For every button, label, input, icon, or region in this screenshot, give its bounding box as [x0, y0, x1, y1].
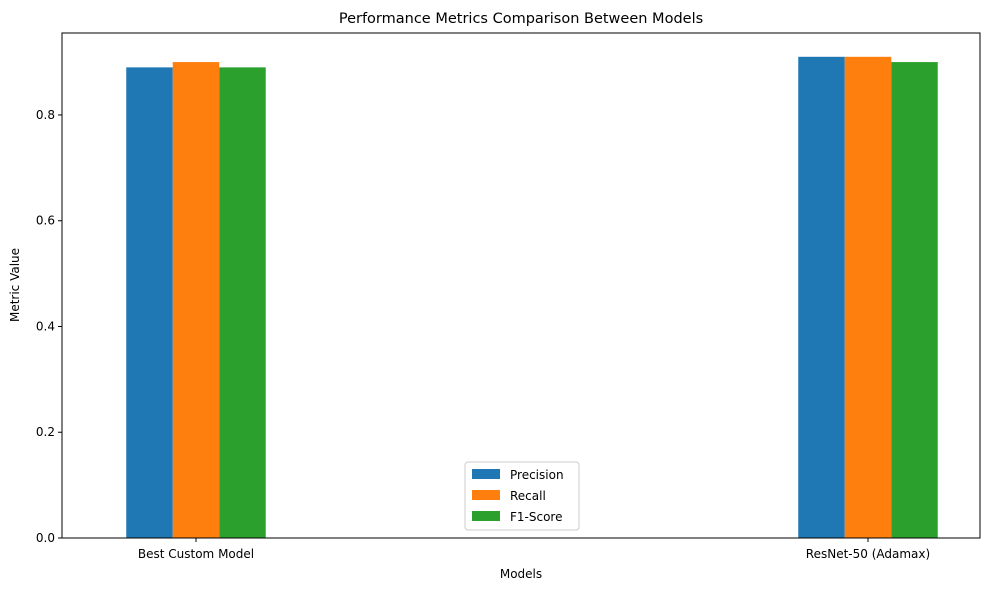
y-tick-label: 0.6	[36, 214, 55, 228]
bars-group	[126, 56, 938, 539]
y-tick-label: 0.8	[36, 108, 55, 122]
y-tick-label: 0.2	[36, 425, 55, 439]
x-tick-label: ResNet-50 (Adamax)	[806, 547, 930, 561]
x-tick-label: Best Custom Model	[138, 547, 254, 561]
legend-label: F1-Score	[510, 510, 562, 524]
plot-frame	[61, 32, 981, 539]
legend-swatch-f1-score	[472, 511, 500, 521]
legend-swatch-precision	[472, 469, 500, 479]
chart-title: Performance Metrics Comparison Between M…	[339, 11, 703, 27]
bar-f1-score-1	[219, 67, 266, 539]
bar-precision-2	[798, 56, 845, 539]
bar-precision-1	[126, 67, 173, 539]
y-axis-ticks: 0.0 0.2 0.4 0.6 0.8	[36, 108, 62, 545]
legend: Precision Recall F1-Score	[464, 461, 580, 531]
y-tick-label: 0.0	[36, 531, 55, 545]
y-axis-label: Metric Value	[8, 248, 22, 322]
bar-recall-1	[172, 62, 220, 538]
legend-swatch-recall	[472, 490, 500, 500]
legend-label: Recall	[510, 489, 546, 503]
x-axis-ticks: Best Custom Model ResNet-50 (Adamax)	[138, 538, 930, 561]
bar-f1-score-2	[891, 62, 938, 538]
y-tick-label: 0.4	[36, 319, 55, 333]
bar-recall-2	[844, 56, 892, 539]
x-axis-label: Models	[500, 567, 542, 581]
legend-label: Precision	[510, 468, 564, 482]
